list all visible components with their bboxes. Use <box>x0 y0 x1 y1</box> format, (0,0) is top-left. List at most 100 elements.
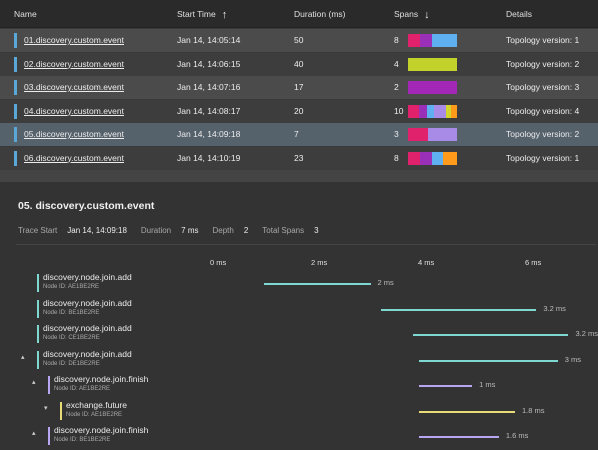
span-row[interactable]: discovery.node.join.add Node ID: CE1BE2RE… <box>0 323 598 347</box>
column-header-spans-label: Spans <box>394 9 419 19</box>
start-time-cell: Jan 14, 14:08:17 <box>177 105 241 116</box>
chevron-down-icon[interactable]: ▾ <box>44 404 48 412</box>
event-name-link[interactable]: 01.discovery.custom.event <box>24 35 124 45</box>
trace-title: 05. discovery.custom.event <box>18 200 155 212</box>
span-node-id: Node ID: BE1BE2RE <box>54 437 111 443</box>
span-name: discovery.node.join.add <box>43 348 132 359</box>
span-name: discovery.node.join.finish <box>54 374 149 384</box>
row-marker <box>14 150 17 166</box>
table-row[interactable]: 03.discovery.custom.event Jan 14, 14:07:1… <box>0 76 598 99</box>
span-node-id: Node ID: CE1BE2RE <box>43 335 100 341</box>
arrow-down-icon[interactable]: ↓ <box>424 9 430 21</box>
duration-label: Duration <box>140 226 172 235</box>
event-name-link[interactable]: 03.discovery.custom.event <box>24 82 124 92</box>
span-timeline-bar[interactable] <box>418 410 515 413</box>
duration-cell: 17 <box>294 82 304 92</box>
table-row[interactable]: 02.discovery.custom.event Jan 14, 14:06:1… <box>0 52 598 76</box>
trace-start-label: Trace Start <box>18 226 58 235</box>
depth-value: 2 <box>243 226 249 235</box>
span-row[interactable]: discovery.node.join.add Node ID: AE1BE2RE… <box>0 272 598 296</box>
details-cell: Topology version: 4 <box>506 105 580 116</box>
span-timeline-bar[interactable] <box>418 385 473 387</box>
span-segment <box>443 151 457 165</box>
span-duration-label: 1.8 ms <box>521 405 545 415</box>
span-name: discovery.node.join.add <box>43 272 132 282</box>
spans-breakdown-bar <box>408 34 457 47</box>
chevron-up-icon[interactable]: ▴ <box>32 430 36 437</box>
table-row[interactable]: 04.discovery.custom.event Jan 14, 14:08:1… <box>0 99 598 123</box>
duration-cell: 7 <box>294 129 299 139</box>
spans-breakdown-bar <box>408 151 457 165</box>
span-color-marker <box>37 325 39 343</box>
start-time-cell: Jan 14, 14:09:18 <box>177 129 241 139</box>
span-segment <box>419 34 432 47</box>
event-name-link[interactable]: 04.discovery.custom.event <box>24 105 124 116</box>
duration-cell: 23 <box>294 152 304 163</box>
details-cell: Topology version: 3 <box>506 82 580 92</box>
span-timeline-bar[interactable] <box>418 359 558 362</box>
event-name-link[interactable]: 06.discovery.custom.event <box>24 152 124 163</box>
span-node-id: Node ID: AE1BE2RE <box>43 284 100 290</box>
span-segment <box>426 104 435 118</box>
event-name-link[interactable]: 02.discovery.custom.event <box>24 58 124 69</box>
span-segment <box>408 57 457 71</box>
spans-count-cell: 2 <box>394 82 399 92</box>
span-duration-label: 3.2 ms <box>543 303 566 313</box>
span-row[interactable]: discovery.node.join.add Node ID: BE1BE2RE… <box>0 298 598 322</box>
details-cell: Topology version: 1 <box>506 35 580 45</box>
axis-tick-label: 6 ms <box>525 258 542 267</box>
span-name: discovery.node.join.finish <box>54 425 149 435</box>
column-header-duration-label: Duration (ms) <box>294 9 346 19</box>
axis-tick-label: 2 ms <box>311 258 328 267</box>
row-marker <box>14 80 17 95</box>
details-cell: Topology version: 2 <box>506 58 580 69</box>
details-cell: Topology version: 1 <box>506 152 580 163</box>
span-segment <box>446 104 452 118</box>
span-row[interactable]: ▴ discovery.node.join.finish Node ID: AE1B… <box>0 374 598 398</box>
span-row[interactable]: ▴ discovery.node.join.finish Node ID: BE1B… <box>0 425 598 449</box>
column-header-name[interactable]: Name <box>14 0 37 28</box>
column-header-start-time[interactable]: Start Time ↑ <box>177 0 227 28</box>
span-node-id: Node ID: DE1BE2RE <box>43 360 100 367</box>
start-time-cell: Jan 14, 14:10:19 <box>177 152 241 163</box>
table-row[interactable]: 05.discovery.custom.event Jan 14, 14:09:1… <box>0 123 598 146</box>
column-header-spans[interactable]: Spans ↓ <box>394 0 430 28</box>
table-row[interactable]: 06.discovery.custom.event Jan 14, 14:10:1… <box>0 146 598 170</box>
span-name: exchange.future <box>66 399 127 410</box>
span-segment <box>427 128 457 141</box>
axis-tick-label: 4 ms <box>418 258 435 267</box>
span-node-id: Node ID: BE1BE2RE <box>43 309 100 316</box>
event-name-link[interactable]: 05.discovery.custom.event <box>24 129 124 139</box>
spans-count-cell: 4 <box>394 58 399 69</box>
span-segment <box>431 151 444 165</box>
span-timeline-bar[interactable] <box>413 334 569 336</box>
span-row[interactable]: ▴ discovery.node.join.add Node ID: DE1BE2R… <box>0 349 598 373</box>
span-row[interactable]: ▾ exchange.future Node ID: AE1BE2RE 1.8 ms <box>0 400 598 424</box>
span-timeline-bar[interactable] <box>381 308 537 311</box>
span-segment <box>418 104 427 118</box>
span-segment <box>408 81 457 94</box>
span-segment <box>431 34 457 47</box>
span-duration-label: 1.6 ms <box>505 431 529 440</box>
span-duration-label: 1 ms <box>479 380 496 389</box>
section-divider <box>0 170 598 182</box>
span-duration-label: 3 ms <box>564 354 582 364</box>
column-header-details[interactable]: Details <box>506 0 532 28</box>
axis-tick-label: 0 ms <box>210 258 227 267</box>
spans-breakdown-bar <box>408 104 457 118</box>
column-header-duration[interactable]: Duration (ms) <box>294 0 345 28</box>
events-table: Name Start Time ↑ Duration (ms) Spans ↓ De… <box>0 0 598 170</box>
column-header-details-label: Details <box>506 9 532 19</box>
table-row[interactable]: 01.discovery.custom.event Jan 14, 14:05:1… <box>0 29 598 52</box>
chevron-up-icon[interactable]: ▴ <box>21 353 25 361</box>
span-node-id: Node ID: AE1BE2RE <box>66 411 123 418</box>
span-timeline-bar[interactable] <box>418 436 499 438</box>
spans-breakdown-bar <box>408 128 457 141</box>
spans-count-cell: 3 <box>394 129 399 139</box>
chevron-up-icon[interactable]: ▴ <box>32 379 36 386</box>
span-timeline-bar[interactable] <box>263 283 371 285</box>
span-name: discovery.node.join.add <box>43 323 132 333</box>
arrow-up-icon[interactable]: ↑ <box>221 9 228 21</box>
trace-start-value: Jan 14, 14:09:18 <box>67 226 127 235</box>
trace-meta: Trace Start Jan 14, 14:09:18 Duration 7 ms D… <box>18 226 333 238</box>
